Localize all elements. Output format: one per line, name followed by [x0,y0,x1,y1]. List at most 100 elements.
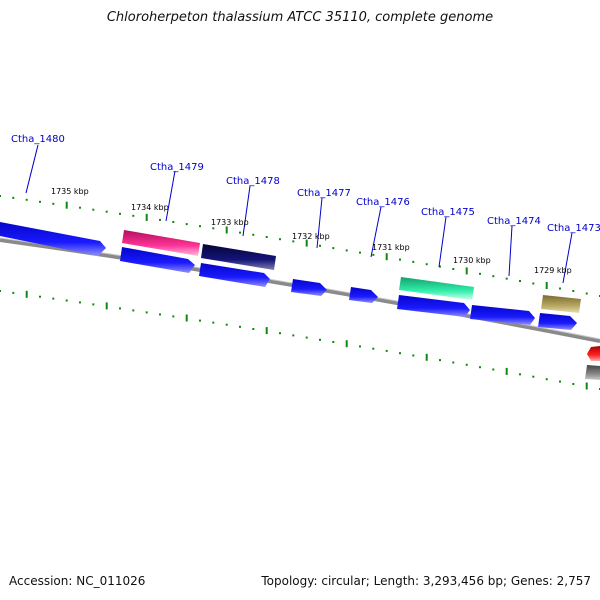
inner-ring-minor-tick [159,313,161,316]
outer-ring-minor-tick [39,200,41,203]
gene-block-ctha-1478[interactable] [201,244,276,270]
gene-block-gray[interactable] [585,365,600,380]
outer-ring-minor-tick [105,210,108,213]
outer-ring-minor-tick [172,221,175,223]
gene-label-ctha-1475[interactable]: Ctha_1475 [421,207,475,218]
gene-arrow-ctha-1480[interactable] [0,222,106,256]
gene-arrow-ctha-1475[interactable] [397,295,470,317]
gene-label-ctha-1473[interactable]: Ctha_1473 [547,223,600,234]
inner-ring-minor-tick [479,366,481,369]
gene-block-ctha-1473[interactable] [541,295,581,313]
leader-line-ctha-1480 [25,144,39,194]
gene-arrow-ctha-1473[interactable] [538,313,577,330]
inner-ring-major-tick [585,382,588,390]
inner-ring-minor-tick [52,297,55,300]
gene-label-ctha-1478[interactable]: Ctha_1478 [226,176,280,187]
outer-ring-minor-tick [0,195,1,197]
leader-line-ctha-1476 [370,206,382,258]
outer-ring-minor-tick [292,240,295,243]
gene-arrow-ctha-1474[interactable] [470,305,535,325]
gene-arrow-ctha-1478[interactable] [199,263,270,287]
inner-ring-minor-tick [0,290,1,292]
kbp-label-1729: 1729 kbp [534,266,572,275]
kbp-label-1734: 1734 kbp [131,203,169,212]
outer-ring-major-tick [465,267,468,275]
gene-label-ctha-1474[interactable]: Ctha_1474 [487,216,541,227]
inner-ring-major-tick [425,353,428,361]
outer-ring-minor-tick [479,272,481,275]
outer-ring-major-tick [545,282,548,289]
inner-ring-minor-tick [252,328,255,330]
outer-ring-minor-tick [505,277,508,280]
gene-block-ctha-1479[interactable] [122,230,200,256]
outer-ring-minor-tick [332,247,335,250]
outer-ring-minor-tick [519,280,521,282]
kbp-label-1731: 1731 kbp [372,243,410,252]
outer-ring-minor-tick [239,231,241,234]
outer-ring-minor-tick [79,206,81,209]
inner-ring-minor-tick [279,332,281,335]
inner-ring-minor-tick [79,301,81,304]
inner-ring-minor-tick [119,307,121,310]
outer-ring-minor-tick [439,265,441,268]
inner-ring-minor-tick [385,349,388,352]
gene-arrow-ctha-1479[interactable] [120,247,195,273]
outer-ring-major-tick [385,253,388,261]
outer-ring-minor-tick [399,258,401,261]
inner-ring-minor-tick [399,352,401,355]
outer-ring-minor-tick [532,282,535,285]
inner-ring-minor-tick [412,354,415,357]
outer-ring-minor-tick [25,198,28,201]
inner-ring-minor-tick [292,334,295,337]
leader-line-ctha-1477 [316,197,323,249]
inner-ring-minor-tick [359,345,361,348]
inner-ring-major-tick [505,367,508,375]
leader-line-ctha-1475 [438,216,447,268]
outer-ring-major-tick [305,239,308,247]
inner-ring-minor-tick [305,336,308,339]
gene-arrow-red[interactable] [587,346,600,361]
inner-ring-minor-tick [225,323,228,326]
outer-ring-minor-tick [372,253,375,256]
inner-ring-minor-tick [492,368,495,371]
outer-ring-minor-tick [585,292,588,295]
inner-ring-minor-tick [12,291,15,294]
inner-ring-minor-tick [65,299,68,302]
gene-label-ctha-1476[interactable]: Ctha_1476 [356,197,410,208]
gene-label-ctha-1479[interactable]: Ctha_1479 [150,162,204,173]
genome-summary-text: Topology: circular; Length: 3,293,456 bp… [261,574,591,588]
leader-line-ctha-1479 [165,170,176,222]
kbp-label-1732: 1732 kbp [292,232,330,241]
leader-line-ctha-1474 [508,225,513,277]
inner-ring-minor-tick [559,380,561,383]
outer-ring-minor-tick [12,196,15,199]
outer-ring-minor-tick [252,233,255,236]
leader-line-ctha-1478 [242,185,251,237]
gene-arrow-ctha-1476[interactable] [349,287,378,303]
inner-ring-minor-tick [39,295,41,298]
outer-ring-minor-tick [92,208,95,211]
outer-ring-minor-tick [199,225,201,228]
gene-arrow-ctha-1477[interactable] [291,279,327,296]
leader-line-ctha-1473 [562,232,573,284]
outer-ring-minor-tick [412,260,415,263]
inner-ring-minor-tick [319,338,321,341]
inner-ring-major-tick [345,340,348,348]
outer-ring-minor-tick [279,238,281,241]
map-title: Chloroherpeton thalassium ATCC 35110, co… [106,10,494,25]
inner-ring-minor-tick [145,311,148,314]
outer-ring-minor-tick [212,227,215,230]
inner-ring-minor-tick [172,315,175,318]
gene-label-ctha-1480[interactable]: Ctha_1480 [11,134,65,145]
inner-ring-minor-tick [519,373,521,376]
inner-ring-major-tick [185,314,188,322]
kbp-label-1735: 1735 kbp [51,187,89,196]
gene-label-ctha-1477[interactable]: Ctha_1477 [297,188,351,199]
inner-ring-minor-tick [199,319,201,322]
outer-ring-minor-tick [452,268,455,270]
outer-ring-major-tick [225,226,228,234]
gene-block-ctha-1475[interactable] [399,277,474,300]
inner-ring-minor-tick [132,309,135,312]
outer-ring-minor-tick [159,218,161,221]
